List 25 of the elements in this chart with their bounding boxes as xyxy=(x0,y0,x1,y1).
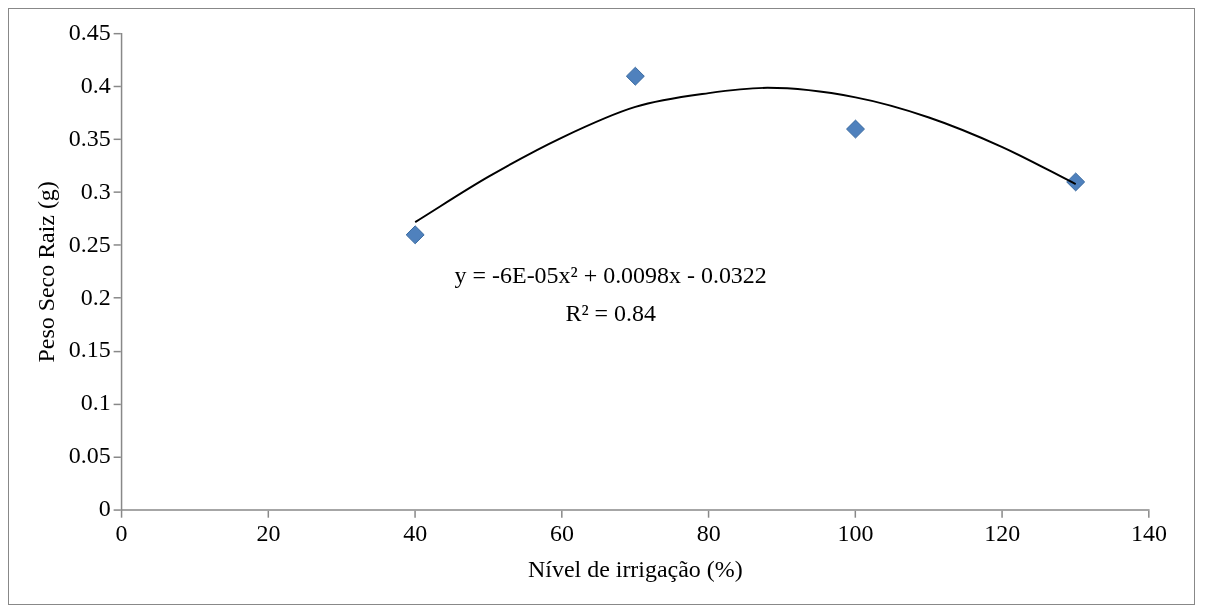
y-tick-label: 0.4 xyxy=(80,72,111,99)
y-tick-label: 0 xyxy=(98,495,111,521)
y-tick-label: 0.3 xyxy=(80,177,111,204)
point xyxy=(625,66,645,86)
y-axis-title: Peso Seco Raiz (g) xyxy=(32,181,59,363)
x-tick-label: 120 xyxy=(984,520,1021,547)
y-tick-label: 0.1 xyxy=(80,389,111,416)
point xyxy=(846,119,865,139)
point xyxy=(405,225,425,245)
x-axis-title: Nível de irrigação (%) xyxy=(527,556,743,582)
annotation: R² = 0.84 xyxy=(565,299,656,326)
x-tick-label: 0 xyxy=(115,520,128,547)
y-tick-label: 0.05 xyxy=(68,442,111,469)
y-tick-label: 0.2 xyxy=(80,283,111,310)
x-tick-label: 80 xyxy=(696,520,721,547)
x-tick-label: 140 xyxy=(1131,520,1168,547)
annotation: y = -6E-05x² + 0.0098x - 0.0322 xyxy=(454,261,767,288)
y-tick-label: 0.45 xyxy=(68,19,111,46)
x-tick-label: 20 xyxy=(256,520,281,547)
x-tick-label: 60 xyxy=(549,520,574,547)
y-tick-label: 0.25 xyxy=(68,230,111,257)
y-tick-label: 0.15 xyxy=(68,336,111,363)
y-tick-label: 0.35 xyxy=(68,124,111,151)
x-tick-label: 40 xyxy=(403,520,428,547)
x-tick-label: 100 xyxy=(837,520,874,547)
